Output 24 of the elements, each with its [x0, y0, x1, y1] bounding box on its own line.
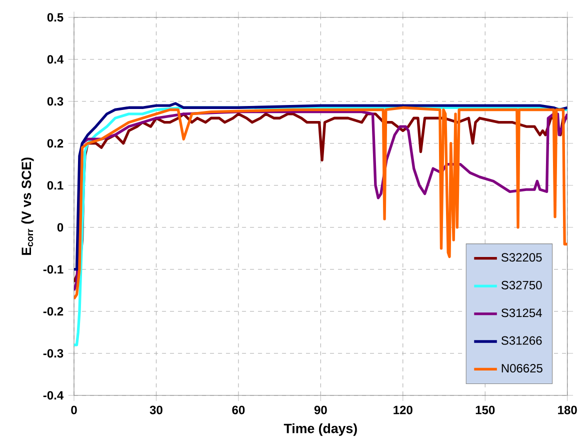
y-tick-label: 0.4 [47, 55, 64, 64]
y-tick-label: -0.3 [43, 349, 64, 358]
legend-label: N06625 [502, 364, 542, 373]
y-tick-label: 0 [57, 223, 64, 232]
x-tick-label: 180 [558, 406, 577, 414]
y-tick-label: 0.3 [47, 97, 64, 106]
legend-label: S32750 [501, 280, 542, 290]
y-tick-label: 0.5 [47, 13, 64, 22]
legend-label: S31266 [501, 336, 542, 345]
x-tick-label: 60 [232, 406, 245, 414]
y-tick-label: -0.2 [43, 307, 64, 316]
x-tick-label: 90 [314, 406, 327, 414]
x-tick-label: 150 [476, 406, 495, 414]
y-tick-label: -0.1 [43, 265, 64, 274]
x-axis-title: Time (days) [284, 423, 357, 436]
legend-label: S32205 [501, 253, 542, 262]
y-tick-label: 0.2 [47, 139, 64, 148]
legend-label: S31254 [501, 308, 542, 318]
y-tick-label: 0.1 [47, 181, 64, 190]
x-tick-label: 120 [394, 406, 412, 414]
x-tick-label: 30 [150, 406, 162, 414]
y-tick-label: -0.4 [43, 391, 64, 400]
x-tick-label: 0 [71, 406, 77, 414]
y-axis-title: E$_{corr}$ (V vs SCE) [21, 158, 34, 255]
